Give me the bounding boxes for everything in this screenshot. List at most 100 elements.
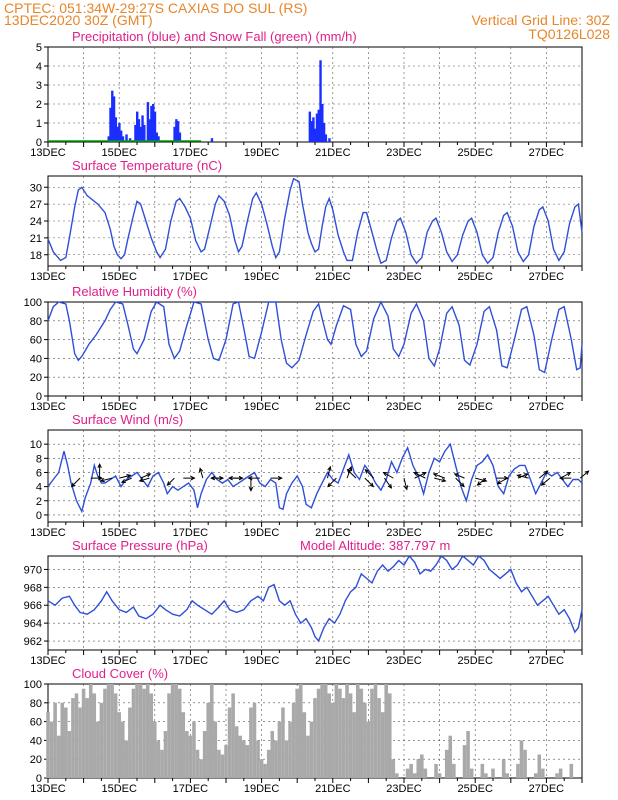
x-tick-label: 23DEC: [386, 655, 422, 667]
precipitation-bar: [137, 119, 141, 142]
panel-4: 0 2 4 6 8 10 13DEC 15DEC 17DEC 19DEC 21DEC 23DEC 25D…: [30, 412, 590, 539]
cloud-cover-bar: [409, 763, 413, 778]
y-tick-label: 1: [36, 118, 42, 130]
cloud-cover-bar: [177, 688, 182, 778]
panel-frame: [47, 46, 583, 143]
precipitation-bar: [109, 107, 112, 142]
cloud-cover-bar: [377, 698, 381, 778]
x-tick-label: 17DEC: [173, 527, 209, 539]
cloud-cover-bar: [227, 707, 232, 778]
y-tick-label: 2: [36, 496, 42, 508]
wind-arrow-head: [523, 473, 529, 478]
precipitation-bar: [315, 113, 319, 142]
y-tick-label: 0: [36, 137, 42, 149]
wind-arrow-head: [219, 475, 225, 481]
precipitation-bar: [128, 138, 132, 142]
cloud-cover-bar: [519, 740, 524, 778]
wind-arrow: [454, 473, 465, 479]
cloud-cover-bar: [163, 731, 168, 778]
wind-arrow-head: [126, 474, 132, 479]
x-tick-label: 13DEC: [30, 655, 66, 667]
x-tick-label: 27DEC: [529, 655, 565, 667]
x-tick-label: 19DEC: [244, 655, 280, 667]
x-tick-label: 27DEC: [529, 271, 565, 283]
x-tick-label: 25DEC: [457, 401, 493, 413]
y-tick-label: 966: [24, 600, 42, 612]
precipitation-bar: [118, 123, 121, 142]
wind-arrow-head: [97, 462, 102, 468]
panel-title: Surface Wind (m/s): [72, 412, 183, 427]
cloud-cover-bar: [316, 688, 321, 778]
wind-arrow-head: [190, 475, 196, 481]
series-line: [47, 300, 583, 374]
y-tick-label: 3: [36, 80, 42, 92]
x-tick-label: 21DEC: [315, 147, 351, 159]
y-tick-label: 962: [24, 636, 42, 648]
cloud-cover-bar: [234, 726, 239, 778]
wind-arrow: [364, 477, 374, 487]
panel-title: Relative Humidity (%): [72, 284, 197, 299]
x-tick-label: 25DEC: [457, 783, 493, 795]
wind-arrow: [517, 474, 529, 479]
cloud-cover-bar: [224, 745, 228, 778]
cloud-cover-bar: [313, 698, 317, 778]
x-tick-label: 15DEC: [101, 527, 137, 539]
cloud-cover-bar: [334, 684, 339, 778]
cloud-cover-bar: [160, 749, 164, 778]
cloud-cover-bar: [245, 745, 250, 778]
y-tick-label: 4: [36, 482, 42, 494]
cloud-cover-bar: [220, 754, 225, 778]
cloud-cover-bar: [252, 702, 257, 778]
cloud-cover-bar: [270, 731, 275, 778]
y-tick-label: 0: [36, 773, 42, 785]
y-tick-label: 0: [36, 510, 42, 522]
cloud-cover-bar: [338, 688, 342, 778]
panel-frame: [47, 301, 583, 397]
x-tick-label: 21DEC: [315, 401, 351, 413]
x-tick-label: 15DEC: [101, 655, 137, 667]
wind-arrow-head: [432, 473, 438, 478]
cloud-cover-bar: [434, 763, 438, 778]
y-tick-label: 21: [30, 233, 42, 245]
cloud-cover-bar: [209, 684, 214, 778]
y-tick-label: 60: [30, 717, 42, 729]
cloud-cover-bar: [110, 684, 114, 778]
x-tick-label: 23DEC: [386, 401, 422, 413]
wind-arrow-head: [120, 478, 126, 484]
cloud-cover-bar: [242, 740, 246, 778]
panel-2: 18 21 24 27 30 13DEC 15DEC 17DEC 19DEC 21DEC 23DEC…: [30, 158, 583, 283]
x-tick-label: 25DEC: [457, 147, 493, 159]
cloud-cover-bar: [412, 773, 417, 778]
cloud-cover-bar: [423, 768, 428, 778]
cloud-cover-bar: [259, 759, 264, 778]
x-tick-label: 17DEC: [173, 401, 209, 413]
cloud-cover-bar: [295, 688, 299, 778]
cloud-cover-bar: [60, 702, 65, 778]
cloud-cover-bar: [437, 773, 442, 778]
cloud-cover-bar: [284, 740, 289, 778]
precipitation-bar: [152, 104, 155, 142]
cloud-cover-bar: [281, 707, 285, 778]
panel-title: Cloud Cover (%): [72, 666, 168, 681]
cloud-cover-bar: [395, 773, 399, 778]
cloud-cover-bar: [345, 684, 349, 778]
precipitation-bar: [317, 109, 320, 142]
wind-arrow-head: [421, 472, 427, 476]
precipitation-bar: [157, 136, 160, 142]
wind-arrow: [413, 472, 426, 479]
precipitation-bar: [178, 132, 182, 142]
wind-arrow-head: [248, 486, 254, 492]
cloud-cover-bar: [523, 749, 527, 778]
wind-arrow-head: [198, 467, 204, 473]
wind-arrow-head: [540, 481, 546, 486]
cloud-cover-bar: [420, 754, 424, 778]
precipitation-bar: [119, 130, 123, 142]
model-code: TQ0126L028: [528, 26, 610, 42]
cloud-cover-bar: [174, 684, 178, 778]
vertical-grid-note: Vertical Grid Line: 30Z: [471, 12, 610, 28]
y-tick-label: 6: [36, 467, 42, 479]
cloud-cover-bar: [348, 693, 353, 778]
wind-arrow: [167, 477, 175, 486]
precipitation-bar: [328, 138, 331, 142]
